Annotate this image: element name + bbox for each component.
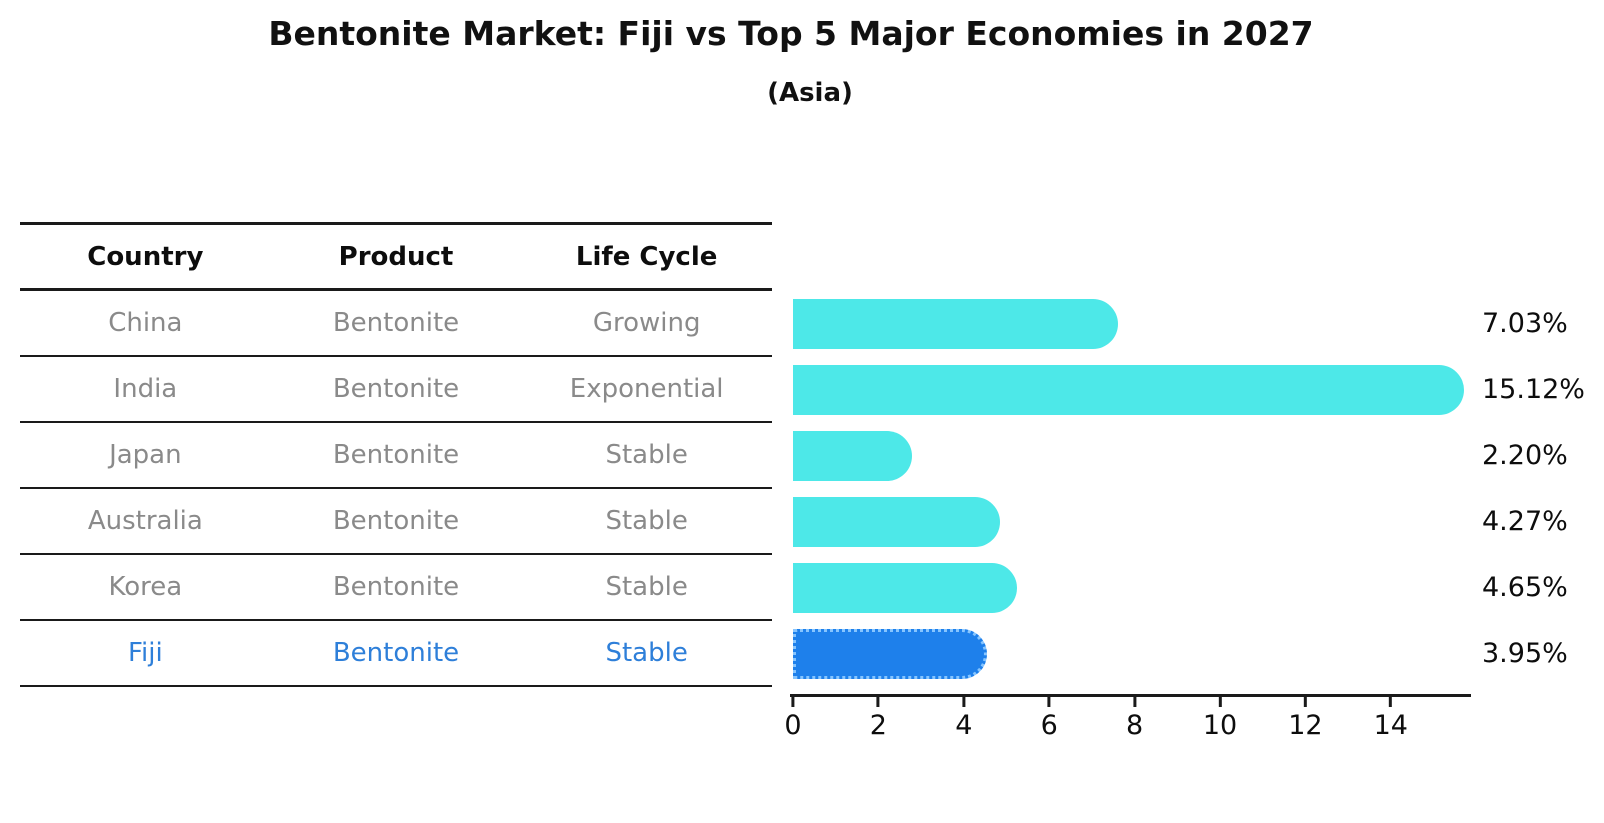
bar-china	[793, 299, 1119, 349]
table-row: China Bentonite Growing	[20, 291, 772, 357]
cell-country: Japan	[109, 440, 182, 470]
x-tick-label: 8	[1126, 710, 1144, 741]
country-table: Country Product Life Cycle China Bentoni…	[20, 222, 772, 687]
bar-japan	[793, 431, 912, 481]
cell-lifecycle: Stable	[605, 572, 688, 602]
value-label-australia: 4.27%	[1482, 506, 1568, 537]
cell-lifecycle: Exponential	[569, 374, 724, 404]
x-tick-label: 14	[1373, 710, 1408, 741]
x-tick-label: 2	[869, 710, 887, 741]
x-axis-line	[790, 694, 1471, 697]
cell-country: Australia	[87, 506, 203, 536]
table-row: Japan Bentonite Stable	[20, 423, 772, 489]
chart-title: Bentonite Market: Fiji vs Top 5 Major Ec…	[268, 14, 1314, 53]
cell-product: Bentonite	[332, 506, 460, 536]
cell-lifecycle: Growing	[592, 308, 701, 338]
x-tick-mark	[876, 697, 880, 707]
value-label-china: 7.03%	[1482, 308, 1568, 339]
bar-india	[793, 365, 1464, 415]
value-label-fiji: 3.95%	[1482, 638, 1568, 669]
x-tick-label: 10	[1202, 710, 1238, 741]
cell-lifecycle: Stable	[605, 506, 688, 536]
x-tick: 12	[1288, 697, 1323, 741]
x-tick-mark	[1218, 697, 1222, 707]
cell-lifecycle: Stable	[605, 440, 688, 470]
cell-product: Bentonite	[332, 440, 460, 470]
chart-subtitle: (Asia)	[767, 78, 853, 108]
x-tick-mark	[1303, 697, 1307, 707]
table-row-fiji-highlighted: Fiji Bentonite Stable	[20, 621, 772, 687]
bar-fiji-highlighted	[793, 629, 987, 679]
value-label-india: 15.12%	[1482, 374, 1585, 405]
x-tick: 8	[1126, 697, 1143, 741]
col-header-product: Product	[338, 241, 454, 272]
x-tick-label: 4	[955, 710, 973, 741]
cell-product: Bentonite	[332, 308, 460, 338]
x-tick-mark	[1389, 697, 1393, 707]
x-tick: 0	[784, 697, 802, 741]
x-tick-mark	[1133, 697, 1137, 707]
x-tick-mark	[1047, 697, 1051, 707]
x-tick: 4	[955, 697, 972, 741]
cell-country: India	[113, 374, 178, 404]
cell-product: Bentonite	[332, 374, 460, 404]
cell-country: Fiji	[127, 638, 163, 668]
cell-country: China	[108, 308, 183, 338]
value-label-korea: 4.65%	[1482, 572, 1568, 603]
cell-country: Korea	[108, 572, 183, 602]
bar-australia	[793, 497, 1001, 547]
x-tick: 14	[1374, 697, 1408, 741]
table-header-row: Country Product Life Cycle	[20, 222, 772, 291]
x-tick-mark	[791, 697, 795, 707]
col-header-lifecycle: Life Cycle	[575, 241, 718, 272]
cell-product: Bentonite	[332, 572, 460, 602]
cell-lifecycle: Stable	[605, 638, 688, 668]
x-tick: 2	[870, 697, 887, 741]
x-tick-label: 12	[1288, 710, 1323, 741]
x-tick-label: 6	[1040, 710, 1058, 741]
x-tick-mark	[962, 697, 966, 707]
table-row: Korea Bentonite Stable	[20, 555, 772, 621]
col-header-country: Country	[87, 241, 204, 272]
x-tick-label: 0	[784, 710, 802, 741]
cell-product: Bentonite	[332, 638, 460, 668]
table-row: India Bentonite Exponential	[20, 357, 772, 423]
table-row: Australia Bentonite Stable	[20, 489, 772, 555]
bar-korea	[793, 563, 1017, 613]
value-label-japan: 2.20%	[1482, 440, 1568, 471]
x-tick: 6	[1041, 697, 1058, 741]
x-tick: 10	[1203, 697, 1237, 741]
